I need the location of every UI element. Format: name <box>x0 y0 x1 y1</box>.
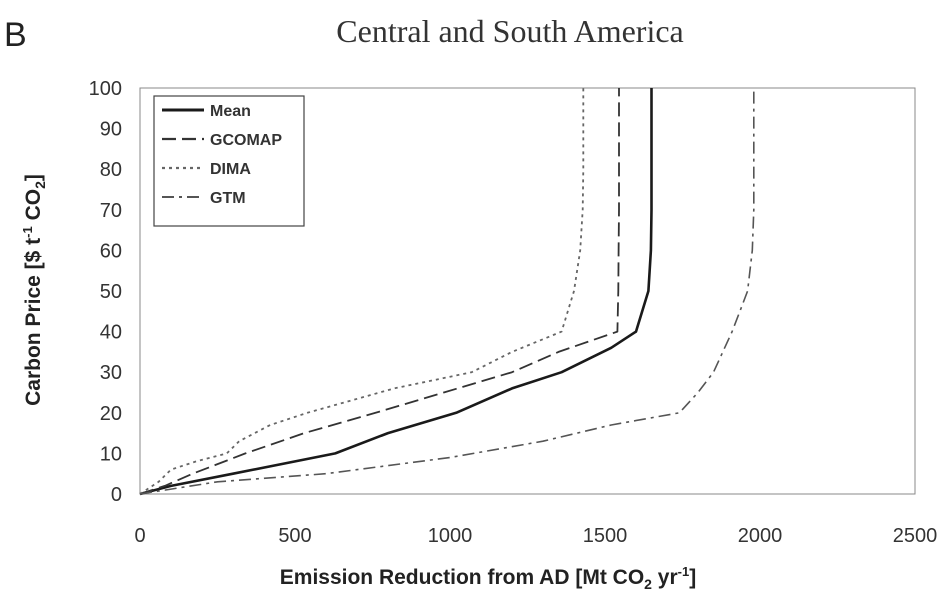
y-tick-label: 30 <box>100 362 122 384</box>
x-axis: 0 500 1000 1500 2000 2500 <box>134 525 937 547</box>
y-tick-label: 10 <box>100 443 122 465</box>
x-tick-label: 1000 <box>428 525 473 547</box>
chart-title: Central and South America <box>336 13 683 49</box>
y-tick-label: 0 <box>111 484 122 506</box>
y-tick-label: 40 <box>100 322 122 344</box>
x-tick-label: 500 <box>278 525 311 547</box>
series-line-gcomap <box>139 88 620 495</box>
series-layer <box>139 88 755 496</box>
x-tick-label: 0 <box>134 525 145 547</box>
series-line-mean <box>139 88 653 496</box>
y-tick-label: 20 <box>100 403 122 425</box>
x-axis-label: Emission Reduction from AD [Mt CO2 yr-1] <box>280 564 696 591</box>
y-axis-label: Carbon Price [$ t-1 CO2] <box>20 174 48 406</box>
series-line-dima <box>139 88 585 495</box>
y-axis: 0 10 20 30 40 50 60 70 80 90 100 <box>89 78 122 506</box>
legend: Mean GCOMAP DIMA GTM <box>153 95 305 227</box>
y-tick-label: 100 <box>89 78 122 100</box>
y-tick-label: 70 <box>100 200 122 222</box>
panel-letter: B <box>4 16 27 54</box>
legend-label-gtm: GTM <box>210 190 246 207</box>
y-tick-label: 60 <box>100 240 122 262</box>
x-tick-label: 2500 <box>893 525 938 547</box>
legend-label-gcomap: GCOMAP <box>210 132 282 149</box>
y-tick-label: 80 <box>100 159 122 181</box>
legend-box <box>153 95 305 227</box>
series-line-gtm <box>139 88 755 495</box>
legend-label-dima: DIMA <box>210 161 251 178</box>
legend-label-mean: Mean <box>210 103 251 120</box>
y-tick-label: 90 <box>100 119 122 141</box>
x-tick-label: 1500 <box>583 525 628 547</box>
y-tick-label: 50 <box>100 281 122 303</box>
x-tick-label: 2000 <box>738 525 783 547</box>
